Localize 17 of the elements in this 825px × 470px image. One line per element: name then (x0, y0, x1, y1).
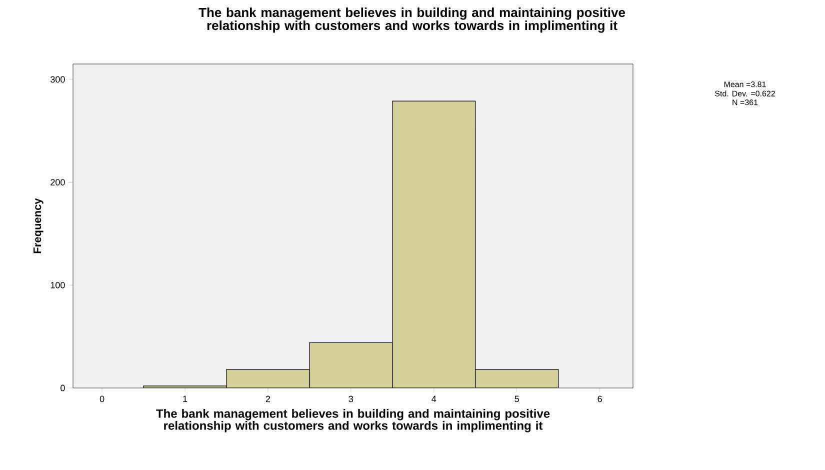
y-tick-label: 0 (60, 384, 65, 392)
text: Mean =3.81 (724, 82, 766, 88)
chart-title: The bank management believes in building and maintaining positive relationship with customers and works towards in implimenting it (198, 8, 626, 33)
y-tick-label: 100 (50, 282, 65, 288)
y-tick-label: 200 (50, 179, 65, 186)
y-tick-label: 300 (50, 76, 65, 83)
x-tick-label: 0 (100, 396, 104, 402)
x-axis-title: The bank management believes in building and maintaining positive relationship with customers and works towards in implimenting it (156, 409, 550, 432)
x-tick-label: 4 (432, 396, 436, 402)
text: N =361 (732, 100, 758, 106)
x-tick-label: 5 (514, 396, 519, 402)
y-axis-title: Frequency (33, 198, 44, 254)
x-tick-label: 3 (348, 396, 354, 402)
x-tick-label: 6 (598, 396, 602, 402)
text: Std. Dev. =0.622 (715, 90, 775, 96)
x-tick-label: 1 (183, 396, 188, 402)
x-tick-label: 2 (266, 396, 270, 402)
